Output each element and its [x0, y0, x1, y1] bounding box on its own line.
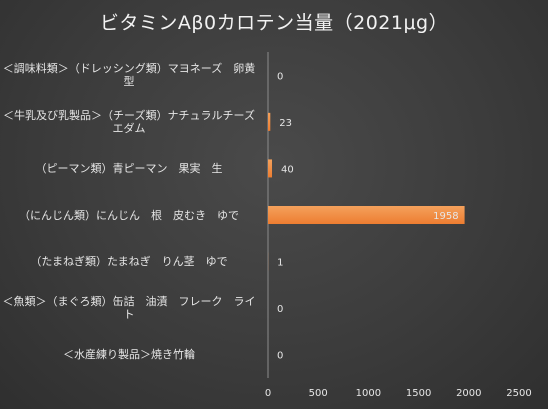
- data-label: 0: [277, 351, 283, 362]
- data-label: 1958: [433, 211, 458, 222]
- data-label: 40: [281, 164, 294, 175]
- data-label: 1: [277, 258, 283, 269]
- x-tick-label: 0: [265, 388, 271, 399]
- bar: [268, 112, 271, 131]
- category-label: ＜調味料類＞（ドレッシング類）マヨネーズ 卵黄型: [2, 62, 256, 89]
- category-label: ＜魚類＞（まぐろ類）缶詰 油漬 フレーク ライト: [2, 295, 256, 322]
- x-tick-label: 1000: [356, 388, 381, 399]
- category-label: （ピーマン類）青ピーマン 果実 生: [35, 161, 223, 175]
- data-label: 23: [279, 118, 292, 129]
- category-label: （たまねぎ類）たまねぎ りん茎 ゆで: [30, 255, 228, 269]
- category-label: （にんじん類）にんじん 根 皮むき ゆで: [19, 208, 239, 222]
- x-tick-label: 500: [309, 388, 328, 399]
- bar: [268, 159, 273, 178]
- x-tick-label: 2000: [456, 388, 481, 399]
- data-label: 0: [277, 304, 283, 315]
- x-tick-label: 1500: [406, 388, 431, 399]
- category-label: ＜水産練り製品＞焼き竹輪: [63, 348, 195, 362]
- bar: [268, 206, 465, 224]
- chart-title: ビタミンAβ0カロテン当量（2021μg）: [99, 12, 449, 34]
- x-tick-label: 2500: [506, 388, 531, 399]
- data-label: 0: [277, 71, 283, 82]
